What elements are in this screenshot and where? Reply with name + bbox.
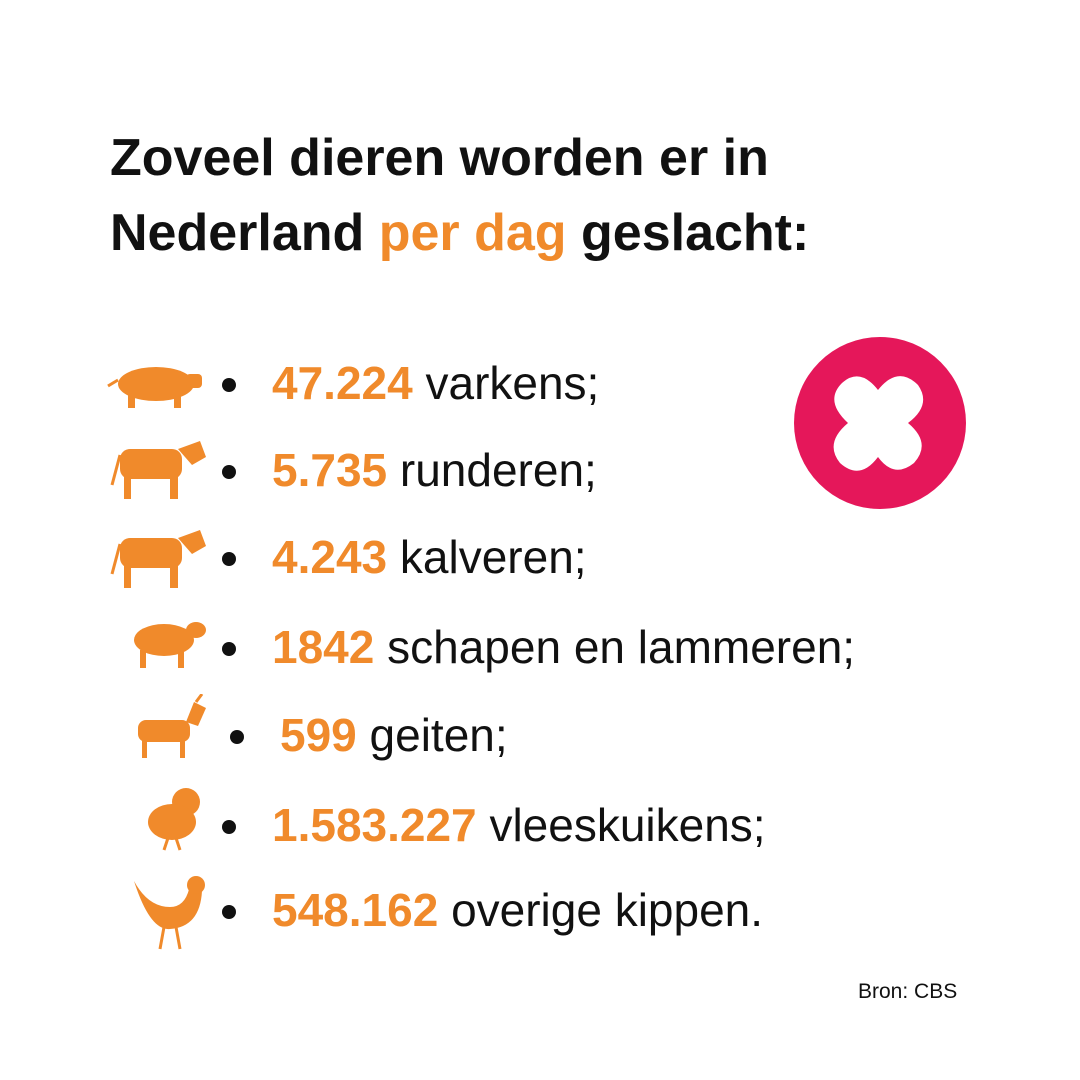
item-text: 47.224 varkens;: [272, 356, 599, 410]
title-highlight: per dag: [378, 204, 567, 262]
item-text: 4.243 kalveren;: [272, 530, 587, 584]
title-text: geslacht:: [581, 204, 810, 262]
title-line: Nederland per dag geslacht:: [110, 203, 809, 263]
item-number: 1.583.227: [272, 799, 477, 851]
sheep-icon: [134, 622, 206, 668]
list-item: 1.583.227 vleeskuikens;: [0, 788, 1080, 870]
item-label: geiten;: [369, 709, 508, 761]
item-label: kalveren;: [399, 531, 587, 583]
item-text: 548.162 overige kippen.: [272, 883, 763, 937]
hen-icon: [134, 876, 205, 950]
item-label: varkens;: [425, 357, 600, 409]
bullet: [222, 552, 236, 566]
bullet: [222, 820, 236, 834]
item-number: 599: [280, 709, 357, 761]
title-line: Zoveel dieren worden er in: [110, 129, 769, 187]
bullet: [222, 465, 236, 479]
list-item: 599 geiten;: [0, 694, 1080, 780]
item-text: 5.735 runderen;: [272, 443, 597, 497]
item-text: 1842 schapen en lammeren;: [272, 620, 855, 674]
bullet: [222, 905, 236, 919]
chick-icon: [148, 788, 200, 851]
logo: [794, 337, 966, 509]
list-item: 47.224 varkens;: [0, 348, 1080, 428]
calf-icon: [110, 530, 206, 588]
item-label: schapen en lammeren;: [387, 621, 856, 673]
title-text: Nederland: [110, 204, 365, 262]
item-number: 4.243: [272, 531, 388, 583]
list-item: 548.162 overige kippen.: [0, 875, 1080, 955]
item-number: 5.735: [272, 444, 388, 496]
item-number: 548.162: [272, 884, 439, 936]
item-text: 599 geiten;: [280, 708, 508, 762]
source: Bron: CBS: [858, 980, 958, 1003]
bullet: [222, 378, 236, 392]
list-item: 4.243 kalveren;: [0, 522, 1080, 602]
bullet: [230, 730, 244, 744]
cow-icon: [110, 441, 206, 499]
pig-icon: [107, 367, 202, 408]
list-item: 1842 schapen en lammeren;: [0, 612, 1080, 692]
item-text: 1.583.227 vleeskuikens;: [272, 798, 766, 852]
item-number: 47.224: [272, 357, 413, 409]
item-label: runderen;: [399, 444, 597, 496]
item-label: vleeskuikens;: [489, 799, 766, 851]
list-item: 5.735 runderen;: [0, 435, 1080, 515]
item-label: overige kippen.: [451, 884, 764, 936]
bullet: [222, 642, 236, 656]
goat-icon: [138, 694, 206, 758]
item-number: 1842: [272, 621, 375, 673]
